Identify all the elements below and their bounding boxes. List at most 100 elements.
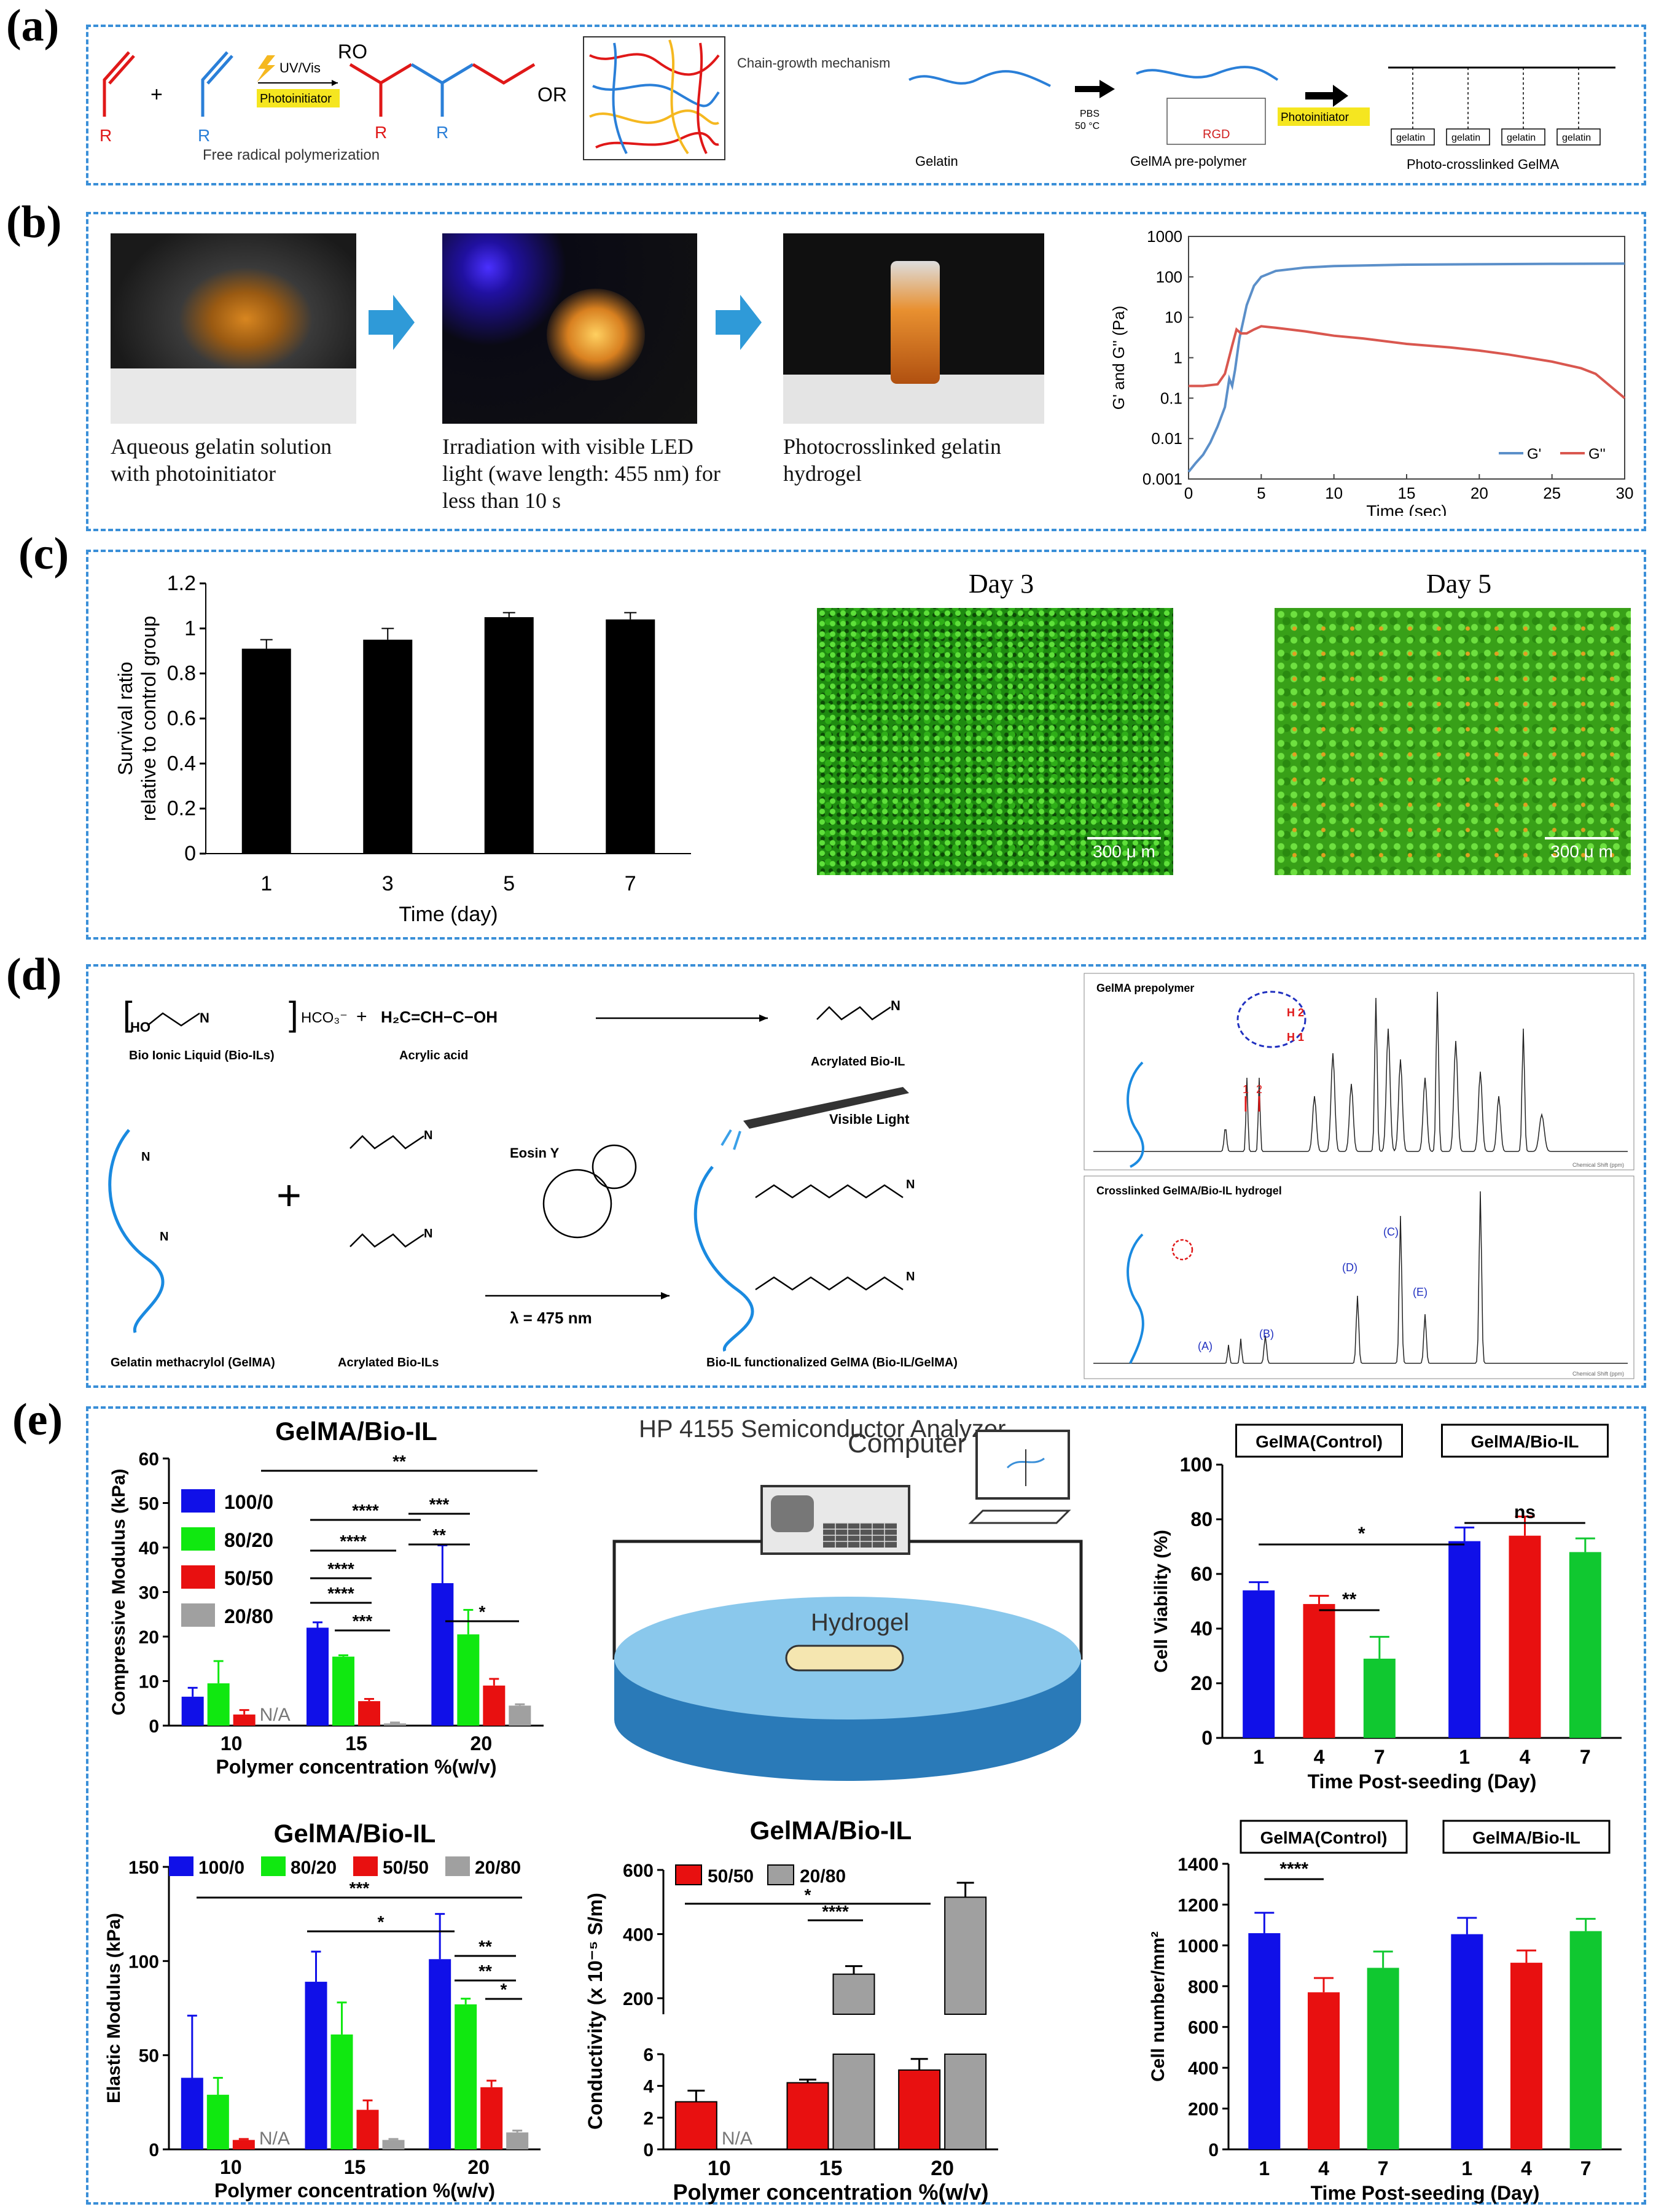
y-tick-label: 0.8	[167, 662, 196, 685]
d-acrylic: Acrylic acid	[399, 1049, 468, 1062]
x-axis-label: Time Post-seeding (Day)	[1308, 1770, 1537, 1793]
y-tick-label: 0	[184, 842, 196, 865]
panel-letter-e: (e)	[12, 1395, 63, 1445]
a-unit-1: gelatin	[1396, 133, 1425, 143]
group-label-box	[1235, 1423, 1403, 1458]
y-tick-label: 150	[128, 1858, 159, 1878]
svg-text:N: N	[906, 1270, 915, 1283]
survival-xlabel: Time (day)	[399, 903, 498, 926]
d-nmr-axis-bottom: Chemical Shift (ppm)	[1572, 1371, 1624, 1377]
x-tick-label: 4	[1520, 1746, 1531, 1768]
significance-label: **	[1342, 1589, 1357, 1610]
d-peak-d: (D)	[1342, 1261, 1357, 1274]
d-acrylated-ils: Acrylated Bio-ILs	[338, 1356, 439, 1369]
panel-letter-c: (c)	[18, 529, 69, 579]
y-tick-label: 1200	[1178, 1895, 1219, 1915]
legend-label: 20/80	[475, 1858, 521, 1878]
c-scalebar-day5-label: 300 μ m	[1550, 842, 1613, 861]
panel-d-box	[86, 964, 1646, 1388]
bar-day	[1303, 1603, 1335, 1738]
legend-swatch	[181, 1603, 215, 1627]
d-visible-light: Visible Light	[829, 1112, 910, 1127]
bar-day	[1367, 1968, 1399, 2149]
rheo-ylabel: G' and G'' (Pa)	[1109, 306, 1128, 410]
significance-label: **	[478, 1961, 492, 1980]
y-tick-label: 30	[139, 1583, 159, 1603]
panel-a-scheme: R + R UV/Vis Photoinitiator RO OR R R Fr…	[100, 36, 1615, 172]
rheo-legend-label: G'	[1527, 446, 1541, 462]
a-rgd: RGD	[1203, 128, 1230, 141]
panel-c-box	[86, 550, 1646, 940]
bar-50/50	[483, 1685, 506, 1726]
x-tick-label: 1	[1259, 2157, 1270, 2179]
significance-label: ****	[340, 1532, 367, 1551]
rheo-ytick-label: 0.1	[1160, 389, 1182, 407]
y-tick-label: 2	[643, 2108, 654, 2128]
svg-text:N: N	[424, 1129, 432, 1142]
d-product: Bio-IL functionalized GelMA (Bio-IL/GelM…	[706, 1356, 958, 1369]
significance-label: *	[1358, 1524, 1365, 1544]
a-or: OR	[537, 84, 567, 106]
bar-day	[1509, 1535, 1541, 1738]
bar-50/50	[480, 2087, 503, 2149]
bar-50/50	[356, 2109, 379, 2149]
x-tick-label: 4	[1318, 2157, 1329, 2179]
bar-100/0	[429, 1959, 451, 2149]
bar-day	[1451, 1934, 1483, 2149]
survival-bar	[363, 639, 413, 854]
a-crosslinked: Photo-crosslinked GelMA	[1407, 157, 1560, 172]
c-scalebar-day3-label: 300 μ m	[1093, 842, 1155, 861]
bar-50/50	[898, 2069, 941, 2151]
y-axis-label: Elastic Modulus (kPa)	[104, 1913, 124, 2103]
rheo-xtick-label: 25	[1543, 484, 1561, 502]
svg-text:N: N	[141, 1150, 150, 1164]
y-tick-label: 10	[139, 1672, 159, 1692]
y-tick-label: 50	[139, 1494, 159, 1514]
d-nmr-spectra: GelMA prepolymer H 2 H 1 1 2 Chemical Sh…	[1084, 973, 1635, 1379]
d-h2: H 2	[1287, 1007, 1304, 1019]
x-tick-label: 10	[220, 2156, 242, 2178]
b-arrow-1	[369, 295, 415, 350]
bar-20/80-upper	[944, 1896, 987, 2015]
y-tick-label: 40	[1190, 1618, 1213, 1640]
y-tick-label: 50	[139, 2046, 159, 2066]
panel-letter-b: (b)	[6, 197, 62, 247]
a-frp-caption: Free radical polymerization	[203, 147, 380, 163]
legend-label: 100/0	[198, 1858, 244, 1878]
rheo-ytick-label: 1000	[1147, 227, 1182, 246]
survival-xtick-label: 5	[503, 872, 515, 895]
rheo-ytick-label: 0.001	[1142, 470, 1182, 488]
svg-text:N: N	[891, 998, 900, 1013]
x-tick-label: 7	[1374, 1746, 1385, 1768]
survival-xtick-label: 7	[625, 872, 636, 895]
bar-20/80-lower	[944, 2054, 987, 2150]
significance-label: ****	[1279, 1859, 1308, 1879]
a-prepolymer: GelMA pre-polymer	[1130, 154, 1247, 169]
survival-xtick-label: 3	[382, 872, 394, 895]
x-tick-label: 4	[1314, 1746, 1325, 1768]
bar-50/50	[674, 2101, 717, 2150]
legend-label: 50/50	[224, 1567, 273, 1589]
x-tick-label: 15	[344, 2156, 366, 2178]
bar-50/50	[786, 2082, 829, 2150]
bar-100/0	[431, 1583, 454, 1726]
x-tick-label: 1	[1461, 2157, 1472, 2179]
y-tick-label: 1	[184, 617, 196, 640]
a-ro: RO	[338, 41, 367, 63]
rheo-series-line	[1189, 325, 1626, 399]
x-tick-label: 7	[1580, 2157, 1592, 2179]
significance-label: *	[479, 1602, 486, 1621]
significance-label: *	[805, 1885, 811, 1904]
c-fluorescence-day5: 300 μ m	[1275, 608, 1631, 875]
svg-text:+: +	[276, 1171, 302, 1219]
d-eosin: Eosin Y	[510, 1145, 560, 1161]
chart-title: GelMA/Bio-IL	[275, 1417, 437, 1446]
a-photoinitiator-left: Photoinitiator	[260, 92, 332, 106]
bar-80/20	[330, 2034, 353, 2149]
group-label: GelMA/Bio-IL	[1471, 1432, 1579, 1451]
svg-text:]: ]	[289, 994, 299, 1033]
panel-e-box	[86, 1406, 1646, 2205]
